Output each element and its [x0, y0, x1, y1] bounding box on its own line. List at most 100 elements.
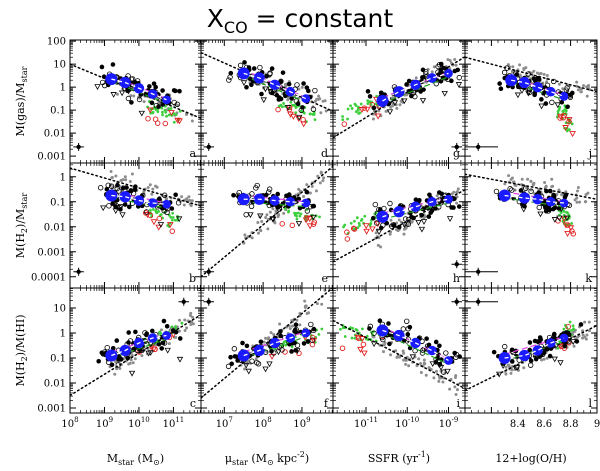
open-point — [380, 222, 386, 228]
gray-point — [432, 376, 436, 380]
gray-point — [254, 357, 258, 361]
black-point — [396, 224, 402, 230]
trend-line-green — [382, 332, 449, 365]
black-point — [405, 332, 411, 337]
blue-bin-point — [532, 345, 543, 356]
green-point — [170, 218, 174, 222]
black-point — [122, 202, 128, 207]
black-point — [421, 87, 426, 92]
black-point — [251, 66, 257, 71]
gray-point — [509, 371, 513, 375]
open-point — [436, 61, 443, 68]
black-point — [311, 326, 317, 332]
blue-bin-point — [410, 201, 421, 212]
gray-point — [588, 88, 592, 92]
y-axis-label: M(gas)/Mstar — [14, 66, 29, 136]
black-point — [297, 205, 303, 211]
red-triangle — [174, 117, 181, 124]
black-point — [289, 349, 294, 354]
median-dashed-line — [243, 72, 307, 100]
gray-point — [382, 350, 386, 354]
gray-point — [176, 103, 180, 107]
gray-point — [585, 333, 589, 337]
blue-bin-point — [444, 194, 453, 204]
x-tick-label: 109 — [96, 416, 113, 430]
black-point — [228, 70, 234, 76]
gray-point — [377, 109, 381, 113]
open-point — [420, 347, 426, 353]
gray-point — [110, 176, 114, 180]
green-point — [363, 214, 367, 218]
open-point — [175, 200, 182, 206]
black-point — [452, 196, 457, 202]
red-circle — [289, 222, 296, 229]
x-label-sup: -2 — [297, 450, 305, 459]
gray-point — [142, 100, 146, 104]
median-dashed-line — [382, 72, 449, 102]
x-tick-base: 10 — [216, 419, 229, 430]
upper-limit-triangle — [455, 82, 463, 88]
red-circle — [162, 120, 169, 127]
green-point — [287, 209, 291, 213]
black-point — [269, 66, 275, 71]
black-point — [378, 225, 384, 231]
gray-point — [182, 203, 186, 207]
gray-point — [140, 354, 144, 358]
red-triangle — [176, 118, 183, 125]
black-point — [118, 356, 124, 362]
panel-content-a — [70, 62, 201, 151]
x-tick-base: 10 — [255, 419, 268, 430]
upper-limit-triangle — [269, 216, 276, 222]
red-circle — [360, 341, 367, 348]
blue-bin-point — [162, 95, 171, 105]
open-point — [116, 188, 122, 194]
upper-limit-triangle — [240, 80, 248, 86]
black-point — [371, 105, 377, 111]
gray-point — [302, 194, 306, 198]
green-point — [158, 330, 162, 334]
black-point — [456, 204, 462, 209]
gray-point — [374, 231, 378, 235]
green-point — [156, 110, 160, 113]
x-tick-base: 10 — [163, 419, 176, 430]
gray-point — [148, 183, 152, 187]
open-point — [225, 363, 232, 370]
open-point — [453, 354, 459, 360]
blue-bin-point — [559, 91, 569, 101]
gray-point — [167, 342, 171, 346]
red-circle — [169, 228, 176, 234]
upper-limit-triangle — [119, 212, 126, 219]
black-point — [269, 348, 274, 354]
green-point — [311, 112, 315, 116]
black-point — [115, 182, 120, 188]
green-point — [295, 217, 299, 221]
black-point — [532, 338, 538, 344]
gray-point — [389, 105, 393, 109]
fit-line — [465, 324, 597, 392]
green-point — [565, 129, 569, 133]
black-point — [420, 67, 426, 73]
black-point — [278, 333, 283, 339]
red-circle — [147, 212, 154, 219]
black-point — [228, 354, 233, 360]
y-tick-label: 0.001 — [37, 404, 66, 415]
x-tick-exponent: 10 — [141, 416, 150, 424]
open-point — [266, 186, 273, 192]
green-point — [356, 108, 360, 112]
panel-j: j — [464, 39, 598, 164]
black-point — [429, 208, 435, 213]
open-point — [493, 188, 500, 195]
green-point — [173, 218, 177, 222]
green-point — [343, 335, 347, 338]
gray-point — [185, 326, 189, 330]
x-label-part: ) — [305, 452, 309, 465]
gray-point — [526, 177, 530, 181]
blue-bin-point — [119, 191, 131, 203]
open-point — [373, 220, 380, 226]
black-point — [280, 200, 286, 206]
green-point — [357, 221, 361, 225]
gray-point — [317, 94, 321, 98]
y-tick-label: 0.1 — [50, 197, 66, 208]
gray-point — [291, 324, 295, 328]
gray-point — [154, 184, 158, 188]
